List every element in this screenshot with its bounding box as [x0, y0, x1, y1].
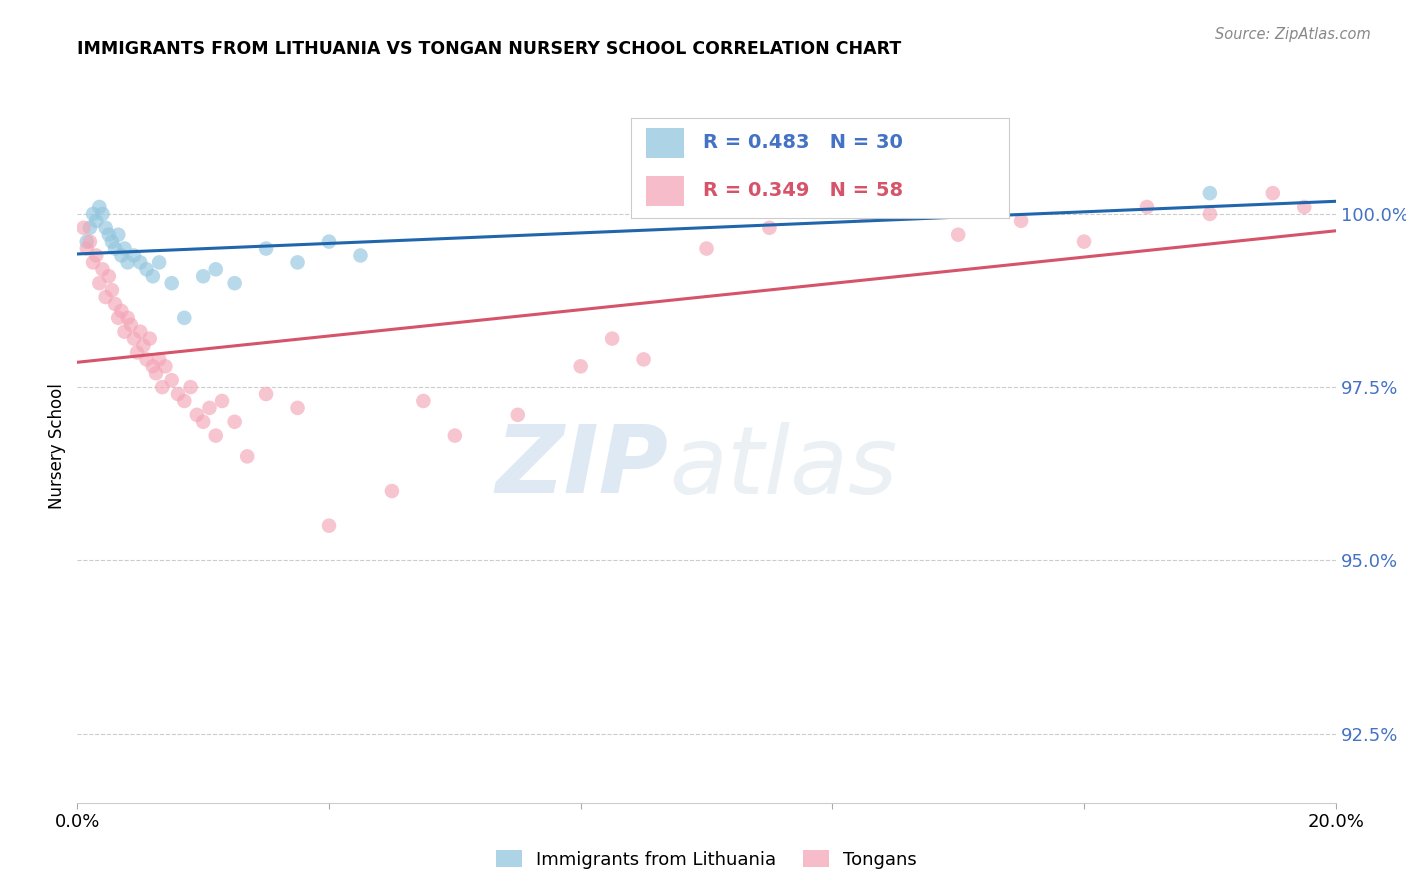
Point [129, 325, 152, 339]
Point [191, 415, 215, 429]
Point [82, 207, 104, 221]
Y-axis label: Nursery School: Nursery School [48, 383, 66, 509]
Point [318, 235, 340, 249]
Point [173, 394, 195, 409]
Point [633, 352, 655, 367]
Point [138, 332, 160, 346]
Point [76, 242, 98, 256]
Point [89, 200, 111, 214]
Point [224, 276, 246, 290]
Point [979, 193, 1001, 207]
Point [224, 415, 246, 429]
Point [84, 248, 107, 262]
Point [107, 310, 129, 325]
Point [129, 255, 152, 269]
Point [211, 394, 233, 409]
Point [180, 380, 202, 394]
Point [254, 242, 277, 256]
Point [160, 373, 183, 387]
Point [204, 262, 226, 277]
Point [287, 255, 309, 269]
Point [104, 242, 127, 256]
Point [110, 304, 132, 318]
Point [150, 380, 173, 394]
Point [91, 207, 114, 221]
Point [318, 518, 340, 533]
Point [569, 359, 592, 374]
Point [94, 220, 117, 235]
Text: atlas: atlas [669, 422, 897, 513]
Point [76, 235, 98, 249]
Point [97, 269, 120, 284]
Text: Source: ZipAtlas.com: Source: ZipAtlas.com [1215, 27, 1371, 42]
Point [84, 214, 107, 228]
Point [142, 359, 165, 374]
Point [82, 255, 104, 269]
Point [91, 262, 114, 277]
Point [506, 408, 529, 422]
Text: IMMIGRANTS FROM LITHUANIA VS TONGAN NURSERY SCHOOL CORRELATION CHART: IMMIGRANTS FROM LITHUANIA VS TONGAN NURS… [77, 40, 901, 58]
Point [114, 325, 136, 339]
Point [97, 227, 120, 242]
Point [101, 235, 124, 249]
Point [132, 338, 155, 352]
Point [349, 248, 371, 262]
Point [89, 276, 111, 290]
Point [204, 428, 226, 442]
Point [117, 310, 139, 325]
Legend: Immigrants from Lithuania, Tongans: Immigrants from Lithuania, Tongans [489, 843, 924, 876]
Point [148, 255, 170, 269]
Point [114, 242, 136, 256]
Point [600, 332, 623, 346]
Point [160, 276, 183, 290]
Point [173, 310, 195, 325]
Point [101, 283, 124, 297]
Point [142, 269, 165, 284]
Point [381, 483, 404, 498]
Point [120, 318, 142, 332]
Point [852, 207, 875, 221]
Point [1294, 200, 1316, 214]
Point [79, 220, 101, 235]
Point [191, 269, 215, 284]
Point [148, 352, 170, 367]
Point [1136, 200, 1159, 214]
Point [127, 345, 149, 359]
Point [94, 290, 117, 304]
Point [758, 220, 780, 235]
Point [254, 387, 277, 401]
Point [412, 394, 434, 409]
Point [444, 428, 467, 442]
Point [198, 401, 221, 415]
Point [135, 352, 157, 367]
Point [1010, 214, 1032, 228]
Point [155, 359, 177, 374]
Point [145, 366, 167, 380]
Point [948, 227, 970, 242]
Point [110, 248, 132, 262]
Point [79, 235, 101, 249]
Point [72, 220, 94, 235]
Point [122, 248, 145, 262]
Point [236, 450, 259, 464]
Text: ZIP: ZIP [496, 421, 669, 514]
Point [122, 332, 145, 346]
Point [696, 242, 718, 256]
Point [107, 227, 129, 242]
Point [135, 262, 157, 277]
Point [1198, 186, 1220, 201]
Point [1073, 235, 1095, 249]
Point [104, 297, 127, 311]
Point [117, 255, 139, 269]
Point [287, 401, 309, 415]
Point [167, 387, 190, 401]
Point [1261, 186, 1284, 201]
Point [186, 408, 208, 422]
Point [1198, 207, 1220, 221]
